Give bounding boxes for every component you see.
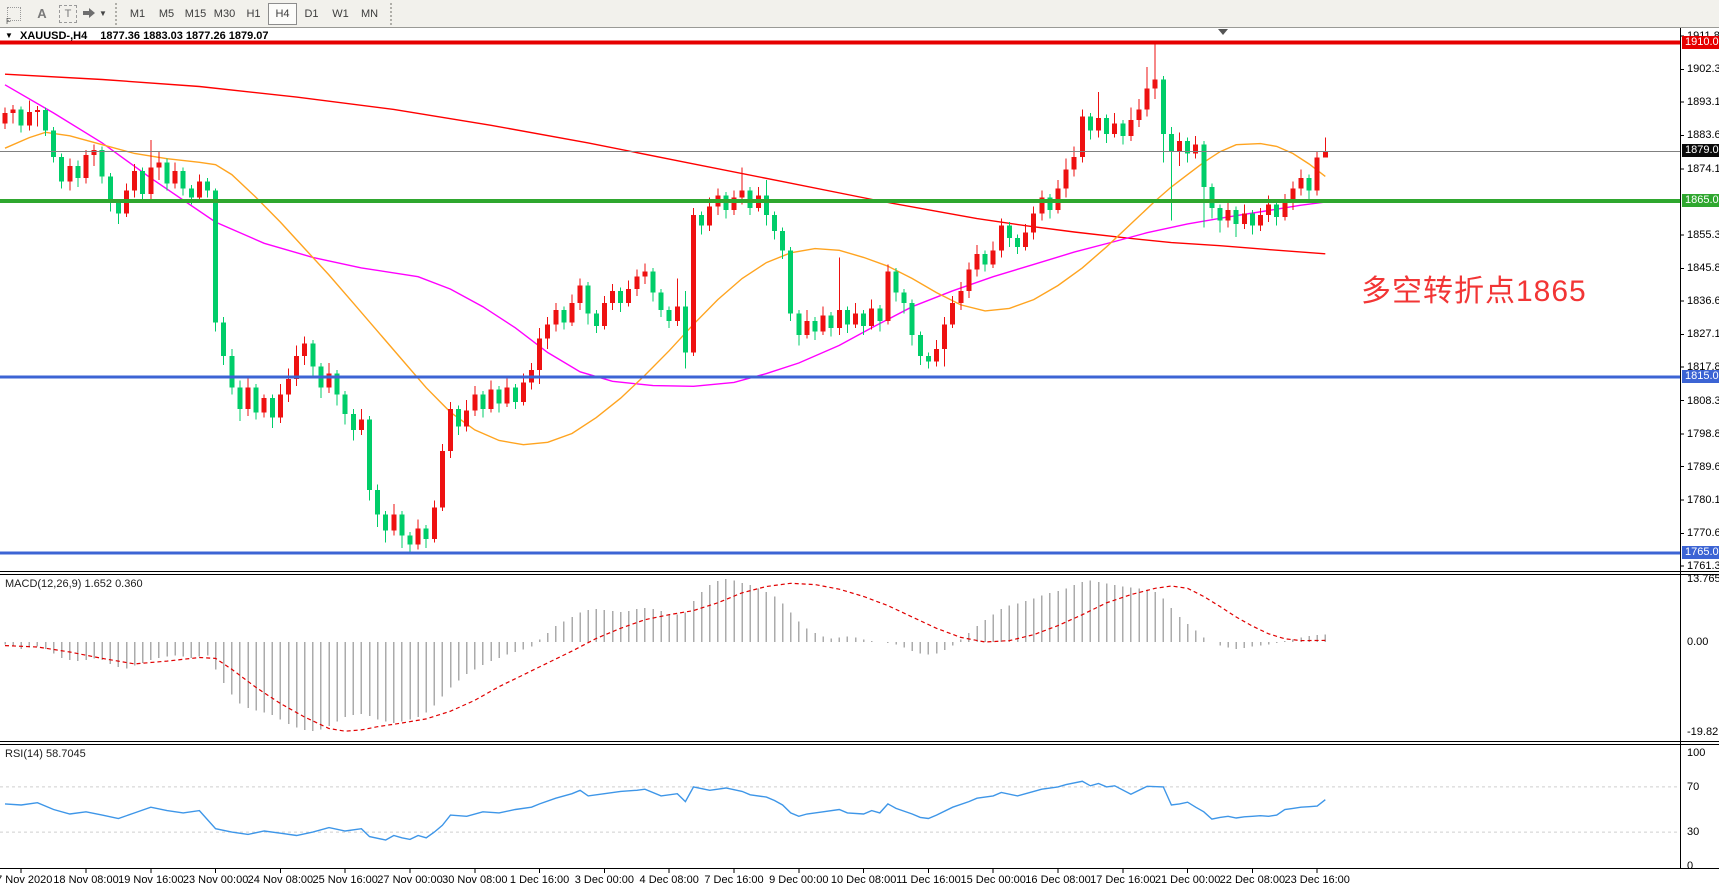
rsi-scale-label: 70 — [1687, 780, 1700, 793]
time-tick-label: 23 Nov 00:00 — [182, 874, 249, 886]
time-tick-label: 9 Dec 00:00 — [769, 874, 829, 886]
time-tick-label: 10 Dec 08:00 — [830, 874, 897, 886]
price-tick-label: 1808.35 — [1687, 394, 1719, 407]
chevron-down-icon: ▼ — [99, 9, 107, 18]
font-tool-button[interactable]: A — [37, 6, 47, 21]
time-tick-label: 22 Dec 08:00 — [1219, 874, 1286, 886]
price-tick-label: 1902.35 — [1687, 63, 1719, 76]
rsi-pane-label: RSI(14) 58.7045 — [5, 748, 86, 760]
rsi-scale-label: 0 — [1687, 860, 1694, 872]
price-tick-label: 1827.10 — [1687, 328, 1719, 341]
time-tick-label: 11 Dec 16:00 — [896, 874, 961, 886]
time-tick-label: 23 Dec 16:00 — [1284, 874, 1350, 886]
price-tick-label: 1893.10 — [1687, 96, 1719, 109]
time-tick-label: 24 Nov 08:00 — [247, 874, 314, 886]
time-tick-label: 25 Nov 16:00 — [312, 874, 378, 886]
timeframe-button-M1[interactable]: M1 — [129, 7, 146, 20]
timeframe-group: M1 M5 M15 M30 H1 H4 D1 W1 MN — [123, 2, 384, 25]
price-tick-label: 1789.60 — [1687, 460, 1719, 473]
price-tick-label: 1845.85 — [1687, 262, 1719, 275]
time-tick-label: 3 Dec 00:00 — [574, 874, 635, 886]
time-tick-label: 21 Dec 00:00 — [1154, 874, 1221, 886]
price-line-label: 1910.00 — [1682, 35, 1719, 49]
chart-shift-marker-icon[interactable] — [1218, 29, 1228, 35]
chart-title: ▼ XAUUSD-,H4 1877.36 1883.03 1877.26 187… — [5, 30, 269, 42]
price-tick-label: 1883.60 — [1687, 129, 1719, 142]
macd-scale-label: 0.00 — [1687, 636, 1709, 648]
price-tick-label: 1817.85 — [1687, 361, 1719, 374]
price-tick-label: 1836.60 — [1687, 295, 1719, 308]
symbol-period-label: XAUUSD-,H4 — [19, 30, 88, 42]
price-line-label: 1765.00 — [1682, 546, 1719, 560]
annotation-text: 多空转折点1865 — [1361, 275, 1587, 308]
time-tick-label: 16 Dec 08:00 — [1025, 874, 1091, 886]
timeframe-button-D1[interactable]: D1 — [304, 7, 319, 20]
time-tick-label: 15 Dec 00:00 — [960, 874, 1026, 886]
time-tick-label: 17 Dec 16:00 — [1090, 874, 1156, 886]
toolbar-separator — [390, 2, 392, 25]
price-tick-label: 1874.10 — [1687, 162, 1719, 175]
price-tick-label: 1798.85 — [1687, 427, 1719, 440]
price-tick-label: 1780.10 — [1687, 494, 1719, 507]
timeframe-button-M5[interactable]: M5 — [158, 7, 175, 20]
arrows-icon — [83, 7, 96, 18]
timeframe-button-MN[interactable]: MN — [360, 7, 379, 20]
timeframe-button-M15[interactable]: M15 — [184, 7, 207, 20]
rsi-scale-label: 100 — [1687, 747, 1706, 759]
timeframe-button-H1[interactable]: H1 — [246, 7, 261, 20]
time-tick-label: 4 Dec 08:00 — [639, 874, 699, 886]
price-line-label: 1879.07 — [1682, 144, 1719, 158]
ohlc-readout: 1877.36 1883.03 1877.26 1879.07 — [100, 30, 269, 42]
arrows-tool-button[interactable]: ▼ — [81, 3, 107, 25]
price-tick-label: 1761.35 — [1687, 560, 1719, 573]
price-tick-label: 1855.35 — [1687, 228, 1719, 241]
toolbar-separator — [115, 2, 117, 25]
time-tick-label: 27 Nov 00:00 — [377, 874, 443, 886]
time-tick-label: 1 Dec 16:00 — [509, 874, 570, 886]
price-line-label: 1865.00 — [1682, 194, 1719, 207]
collapse-arrow-icon[interactable]: ▼ — [5, 31, 13, 40]
macd-pane-label: MACD(12,26,9) 1.652 0.360 — [5, 578, 143, 590]
time-tick-label: 30 Nov 08:00 — [442, 874, 508, 886]
macd-scale-label: 13.765 — [1687, 573, 1719, 586]
toolbar: F A T ▼ M1 M5 M15 M30 H1 H4 D1 W1 MN — [0, 0, 1719, 28]
time-tick-label: 7 Dec 16:00 — [704, 874, 764, 886]
price-line-label: 1815.00 — [1682, 370, 1719, 384]
time-tick-label: 18 Nov 08:00 — [53, 874, 119, 886]
price-tick-label: 1770.60 — [1687, 527, 1719, 540]
toolbar-handle-icon[interactable]: F — [6, 6, 21, 26]
timeframe-button-M30[interactable]: M30 — [213, 7, 236, 20]
text-label-tool-button[interactable]: T — [59, 4, 77, 23]
rsi-scale-label: 30 — [1687, 826, 1700, 839]
time-tick-label: 19 Nov 16:00 — [118, 874, 184, 886]
timeframe-button-W1[interactable]: W1 — [332, 7, 349, 20]
time-tick-label: 17 Nov 2020 — [0, 874, 53, 886]
timeframe-button-H4[interactable]: H4 — [268, 2, 297, 25]
macd-scale-label: -19.82 — [1687, 726, 1719, 739]
